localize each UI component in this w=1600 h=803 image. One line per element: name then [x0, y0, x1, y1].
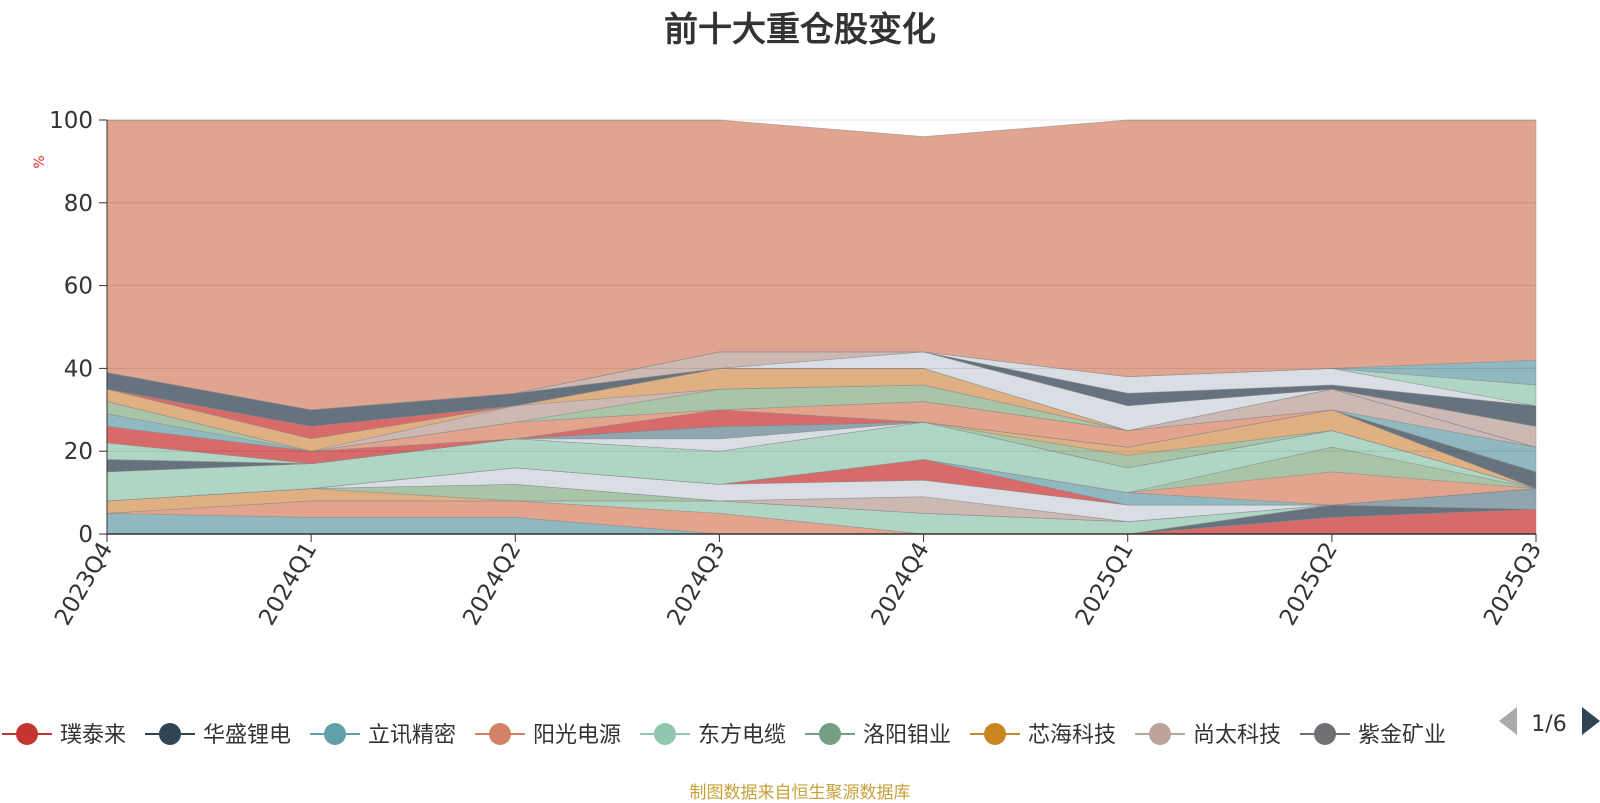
legend-marker-icon — [16, 723, 38, 745]
legend-item-1[interactable]: 璞泰来 — [2, 723, 126, 748]
legend-next-icon[interactable] — [1582, 707, 1600, 735]
legend-label: 阳光电源 — [533, 723, 621, 748]
legend-item-5[interactable]: 东方电缆 — [640, 723, 786, 748]
x-tick-label-2024Q1: 2024Q1 — [254, 538, 322, 630]
y-tick-label-100: 100 — [49, 108, 93, 134]
legend-label: 东方电缆 — [698, 723, 786, 748]
legend-item-9[interactable]: 紫金矿业 — [1300, 723, 1446, 748]
y-axis-label: % — [32, 155, 48, 168]
legend-marker-icon — [1314, 723, 1336, 745]
x-tick-label-2023Q4: 2023Q4 — [50, 538, 118, 630]
legend-item-2[interactable]: 华盛锂电 — [145, 723, 291, 748]
legend-label: 尚太科技 — [1193, 723, 1281, 748]
area-series-group — [106, 119, 1537, 535]
legend-pager[interactable]: 1/6 — [1499, 707, 1600, 737]
chart-title: 前十大重仓股变化 — [664, 10, 936, 50]
x-tick-label-2025Q2: 2025Q2 — [1275, 538, 1343, 630]
legend-marker-icon — [1149, 723, 1171, 745]
legend-item-8[interactable]: 尚太科技 — [1135, 723, 1281, 748]
legend-marker-icon — [984, 723, 1006, 745]
legend-marker-icon — [654, 723, 676, 745]
legend-item-4[interactable]: 阳光电源 — [475, 723, 621, 748]
legend-label: 立讯精密 — [368, 723, 456, 748]
legend-label: 紫金矿业 — [1358, 723, 1446, 748]
y-tick-label-20: 20 — [64, 439, 93, 465]
legend-marker-icon — [819, 723, 841, 745]
x-tick-label-2024Q4: 2024Q4 — [867, 538, 935, 630]
legend[interactable]: 璞泰来 华盛锂电 立讯精密 阳光电源 东方电缆 洛阳钼业 芯海科技 尚太科技 紫金矿业 — [2, 723, 1446, 748]
legend-marker-icon — [159, 723, 181, 745]
area-series-38[interactable] — [106, 119, 1537, 411]
legend-marker-icon — [489, 723, 511, 745]
legend-label: 华盛锂电 — [203, 723, 291, 748]
legend-prev-icon[interactable] — [1499, 707, 1517, 735]
legend-label: 芯海科技 — [1028, 723, 1116, 748]
x-tick-label-2025Q1: 2025Q1 — [1071, 538, 1139, 630]
y-tick-label-40: 40 — [64, 356, 93, 382]
legend-item-6[interactable]: 洛阳钼业 — [805, 723, 951, 748]
x-tick-label-2024Q2: 2024Q2 — [458, 538, 526, 630]
x-tick-label-2024Q3: 2024Q3 — [662, 538, 730, 630]
grid-lines — [107, 119, 1536, 452]
legend-label: 璞泰来 — [60, 723, 126, 748]
legend-marker-icon — [324, 723, 346, 745]
y-tick-label-60: 60 — [64, 274, 93, 300]
legend-page-label: 1/6 — [1531, 712, 1566, 737]
x-tick-label-2025Q3: 2025Q3 — [1479, 538, 1547, 630]
y-tick-label-0: 0 — [78, 522, 93, 548]
legend-item-3[interactable]: 立讯精密 — [310, 723, 456, 748]
y-tick-label-80: 80 — [64, 191, 93, 217]
source-note: 制图数据来自恒生聚源数据库 — [689, 783, 911, 803]
legend-item-7[interactable]: 芯海科技 — [970, 723, 1116, 748]
legend-label: 洛阳钼业 — [863, 723, 951, 748]
